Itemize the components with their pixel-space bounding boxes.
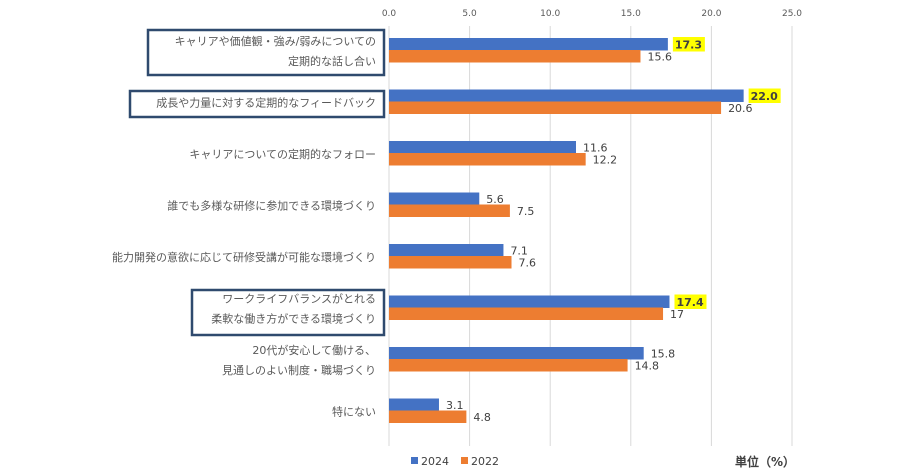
- data-label: 17.4: [676, 296, 703, 309]
- x-tick-label: 20.0: [701, 9, 721, 19]
- category-label: 20代が安心して働ける、: [252, 343, 376, 357]
- category-label: 誰でも多様な研修に参加できる環境づくり: [167, 199, 376, 213]
- value-highlight: [748, 88, 781, 103]
- data-label: 7.1: [510, 245, 528, 258]
- category-label: 能力開発の意欲に応じて研修受講が可能な環境づくり: [112, 250, 376, 264]
- data-label: 11.6: [583, 142, 608, 155]
- data-label: 12.2: [593, 154, 618, 167]
- data-label: 22.0: [751, 90, 778, 103]
- x-tick-label: 5.0: [462, 9, 477, 19]
- x-tick-label: 25.0: [782, 9, 802, 19]
- bar-2022: [389, 256, 512, 269]
- legend: 2024 2022: [411, 455, 499, 468]
- bar-2024: [389, 398, 439, 411]
- bar-2022: [389, 204, 510, 217]
- grid-lines: [388, 26, 793, 446]
- x-tick-label: 0.0: [382, 9, 397, 19]
- highlight-box: [190, 288, 386, 337]
- highlight-box: [128, 89, 386, 119]
- bar-2022: [389, 359, 628, 372]
- x-tick-label: 15.0: [621, 9, 641, 19]
- x-axis-ticks: 0.0 5.0 10.0 15.0 20.0 25.0: [382, 9, 802, 19]
- unit-label: 単位（%）: [735, 454, 795, 469]
- bar-2022: [389, 153, 586, 166]
- bars: 17.315.6 22.020.6 11.612.2 5.6 7.5 7.17.6 17.4…: [389, 37, 781, 424]
- bar-2022: [389, 50, 641, 63]
- data-label: 15.6: [647, 51, 672, 64]
- category-labels: キャリアや価値観・強み/弱みについての定期的な話し合い成長や力量に対する定期的な…: [112, 28, 386, 419]
- category-label: 特にない: [332, 405, 376, 419]
- category-label: キャリアについての定期的なフォロー: [189, 147, 376, 161]
- data-label: 17: [670, 308, 684, 321]
- bar-2024: [389, 192, 480, 205]
- bar-2024: [389, 141, 576, 154]
- data-label: 7.5: [517, 205, 535, 218]
- value-highlight: [672, 37, 705, 52]
- value-highlight: [674, 294, 707, 309]
- bar-2024: [389, 89, 744, 102]
- bar-2024: [389, 38, 668, 51]
- category-label: ワークライフバランスがとれる: [222, 292, 376, 306]
- bar-2022: [389, 410, 467, 423]
- data-label: 4.8: [473, 411, 491, 424]
- bar-2022: [389, 101, 722, 114]
- legend-swatch: [411, 457, 418, 464]
- data-label: 17.3: [675, 39, 702, 52]
- bar-2022: [389, 307, 664, 320]
- legend-label: 2022: [471, 455, 499, 468]
- data-label: 14.8: [635, 360, 660, 373]
- data-label: 3.1: [446, 399, 464, 412]
- bar-2024: [389, 295, 670, 308]
- data-label: 5.6: [486, 193, 504, 206]
- data-label: 7.6: [519, 257, 537, 270]
- legend-swatch: [461, 457, 468, 464]
- highlight-box: [146, 28, 386, 77]
- bar-2024: [389, 347, 644, 360]
- legend-label: 2024: [421, 455, 449, 468]
- data-label: 20.6: [728, 102, 753, 115]
- bar-2024: [389, 244, 504, 257]
- category-label: 成長や力量に対する定期的なフィードバック: [156, 96, 376, 110]
- x-tick-label: 10.0: [540, 9, 560, 19]
- category-label: 柔軟な働き方ができる環境づくり: [211, 312, 376, 326]
- data-label: 15.8: [651, 348, 676, 361]
- category-label: 見通しのよい制度・職場づくり: [222, 363, 376, 377]
- category-label: キャリアや価値観・強み/弱みについての: [175, 34, 376, 48]
- category-label: 定期的な話し合い: [288, 54, 376, 68]
